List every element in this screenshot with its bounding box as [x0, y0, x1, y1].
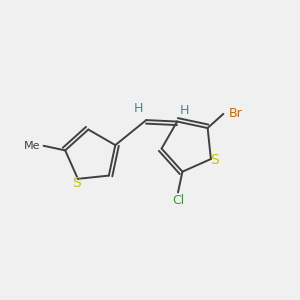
Text: Me: Me: [24, 141, 40, 151]
Text: H: H: [134, 102, 144, 116]
Text: S: S: [72, 176, 81, 190]
Text: Br: Br: [229, 107, 242, 120]
Text: H: H: [180, 104, 189, 117]
Text: Cl: Cl: [172, 194, 184, 207]
Text: S: S: [210, 154, 219, 167]
